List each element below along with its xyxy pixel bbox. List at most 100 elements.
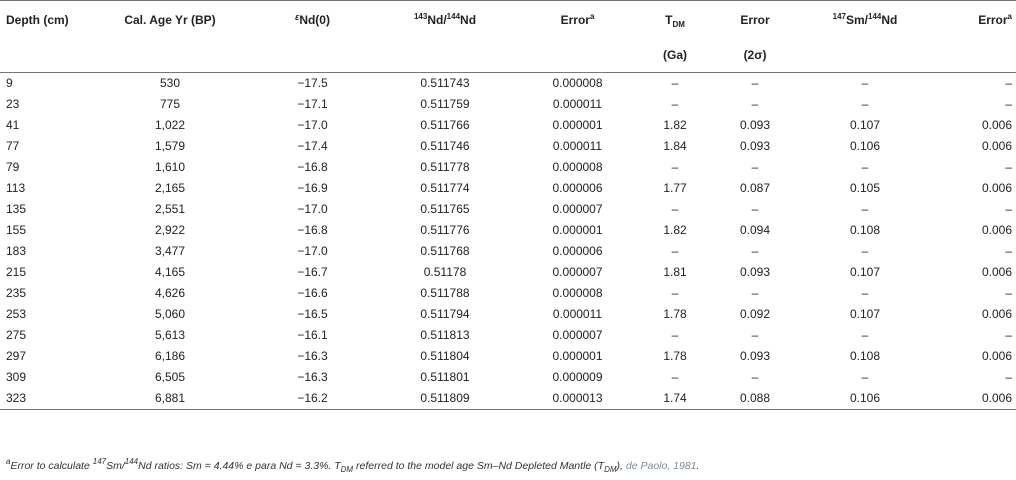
cell-error: 0.000006 xyxy=(552,181,603,195)
cell-sm-nd-ratio: – xyxy=(861,244,869,258)
cell-error-sm: – xyxy=(1005,244,1012,258)
cell-tdm: – xyxy=(671,97,679,111)
cell-age: 775 xyxy=(159,97,181,111)
cell-age: 1,022 xyxy=(154,118,186,132)
cell-tdm: – xyxy=(671,286,679,300)
cell-epsilon-nd: −16.3 xyxy=(297,349,328,363)
cell-error-sm: 0.006 xyxy=(935,388,1016,410)
cell-nd-ratio: 0.511804 xyxy=(420,349,470,363)
cell-nd-ratio: 0.511778 xyxy=(420,160,470,174)
cell-sm-nd-ratio: – xyxy=(861,202,869,216)
cell-error: 0.000011 xyxy=(552,307,603,321)
cell-age: 2,922 xyxy=(154,223,186,237)
cell-sm-nd-ratio: – xyxy=(861,286,869,300)
cell-depth: 41 xyxy=(6,118,20,132)
cell-nd-ratio: 0.511801 xyxy=(420,370,470,384)
cell-error-sm: 0.006 xyxy=(981,223,1012,237)
cell-error-2sigma: – xyxy=(751,370,759,384)
cell-tdm: 1.78 xyxy=(663,307,687,321)
table-row: 253 5,060 −16.5 0.511794 0.000011 1.78 0.092 0.… xyxy=(0,304,1016,325)
cell-sm-nd-ratio: – xyxy=(861,328,869,342)
cell-age: 2,551 xyxy=(154,202,186,216)
cell-depth: 155 xyxy=(6,223,27,237)
cell-error: 0.000001 xyxy=(552,349,603,363)
cell-error-sm: – xyxy=(1005,286,1012,300)
col-header-nd-ratio: 143Nd/144Nd xyxy=(370,0,520,38)
cell-nd-ratio: 0.511759 xyxy=(420,97,470,111)
cell-tdm: – xyxy=(671,328,679,342)
table-row: 235 4,626 −16.6 0.511788 0.000008 – – – – xyxy=(0,283,1016,304)
cell-error-2sigma: 0.092 xyxy=(739,307,771,321)
cell-epsilon-nd: −16.2 xyxy=(255,388,370,410)
cell-tdm: 1.84 xyxy=(663,139,687,153)
cell-epsilon-nd: −16.8 xyxy=(297,223,328,237)
cell-tdm: 1.82 xyxy=(663,223,687,237)
cell-error-2sigma: – xyxy=(751,202,759,216)
cell-tdm: – xyxy=(671,160,679,174)
cell-epsilon-nd: −16.1 xyxy=(297,328,328,342)
cell-epsilon-nd: −16.6 xyxy=(297,286,328,300)
cell-age: 5,613 xyxy=(154,328,186,342)
cell-depth: 9 xyxy=(6,76,13,90)
cell-tdm: – xyxy=(671,202,679,216)
cell-tdm: 1.78 xyxy=(663,349,687,363)
cell-age: 6,186 xyxy=(154,349,186,363)
cell-error: 0.000008 xyxy=(552,76,603,90)
cell-error-2sigma: 0.088 xyxy=(715,388,795,410)
col-header-sm-nd-ratio: 147Sm/144Nd xyxy=(795,0,935,38)
table-footnote: aError to calculate 147Sm/144Nd ratios: … xyxy=(6,457,700,474)
cell-tdm: 1.82 xyxy=(663,118,687,132)
cell-error: 0.000001 xyxy=(552,118,603,132)
cell-error: 0.000006 xyxy=(552,244,603,258)
cell-error: 0.000007 xyxy=(552,265,603,279)
cell-depth: 77 xyxy=(6,139,20,153)
cell-tdm: 1.81 xyxy=(663,265,687,279)
data-table: Depth (cm) Cal. Age Yr (BP) εNd(0) 143Nd… xyxy=(0,0,1016,410)
cell-nd-ratio: 0.511776 xyxy=(420,223,470,237)
cell-error-sm: – xyxy=(1005,97,1012,111)
cell-error-sm: – xyxy=(1005,370,1012,384)
cell-age: 1,610 xyxy=(154,160,186,174)
cell-tdm: – xyxy=(671,370,679,384)
cell-nd-ratio: 0.511746 xyxy=(420,139,470,153)
cell-error-2sigma: – xyxy=(751,76,759,90)
cell-nd-ratio: 0.511768 xyxy=(420,244,470,258)
cell-tdm: 1.74 xyxy=(635,388,715,410)
cell-age: 4,165 xyxy=(154,265,186,279)
cell-depth: 275 xyxy=(6,328,27,342)
table-row: 275 5,613 −16.1 0.511813 0.000007 – – – – xyxy=(0,325,1016,346)
cell-error-sm: – xyxy=(1005,328,1012,342)
table-row: 77 1,579 −17.4 0.511746 0.000011 1.84 0.093 0.1… xyxy=(0,136,1016,157)
unit-2sigma: (2σ) xyxy=(715,38,795,73)
cell-age: 6,505 xyxy=(154,370,186,384)
cell-nd-ratio: 0.511743 xyxy=(420,76,470,90)
cell-error: 0.000011 xyxy=(552,97,603,111)
cell-error-sm: 0.006 xyxy=(981,349,1012,363)
cell-sm-nd-ratio: 0.108 xyxy=(849,349,881,363)
cell-age: 1,579 xyxy=(154,139,186,153)
cell-nd-ratio: 0.511766 xyxy=(420,118,470,132)
table-row: 297 6,186 −16.3 0.511804 0.000001 1.78 0.093 0.… xyxy=(0,346,1016,367)
table-row: 113 2,165 −16.9 0.511774 0.000006 1.77 0.087 0.… xyxy=(0,178,1016,199)
cell-depth: 79 xyxy=(6,160,20,174)
cell-error: 0.000013 xyxy=(520,388,635,410)
table-row: 23 775 −17.1 0.511759 0.000011 – – – – xyxy=(0,94,1016,115)
cell-nd-ratio: 0.511788 xyxy=(420,286,470,300)
cell-tdm: – xyxy=(671,76,679,90)
cell-depth: 113 xyxy=(6,181,26,195)
citation-link[interactable]: de Paolo, 1981 xyxy=(625,460,697,472)
col-header-error-sm: Errora xyxy=(935,0,1016,38)
cell-epsilon-nd: −16.9 xyxy=(297,181,328,195)
cell-error-2sigma: – xyxy=(751,244,759,258)
cell-sm-nd-ratio: 0.107 xyxy=(849,265,881,279)
col-header-epsilon-nd: εNd(0) xyxy=(255,0,370,38)
cell-error-2sigma: – xyxy=(751,160,759,174)
col-header-error: Errora xyxy=(520,0,635,38)
cell-epsilon-nd: −16.3 xyxy=(297,370,328,384)
cell-depth: 23 xyxy=(6,97,20,111)
cell-sm-nd-ratio: – xyxy=(861,160,869,174)
cell-error: 0.000011 xyxy=(552,139,603,153)
cell-error-2sigma: 0.093 xyxy=(739,139,771,153)
cell-error-sm: 0.006 xyxy=(981,139,1012,153)
cell-tdm: 1.77 xyxy=(663,181,687,195)
